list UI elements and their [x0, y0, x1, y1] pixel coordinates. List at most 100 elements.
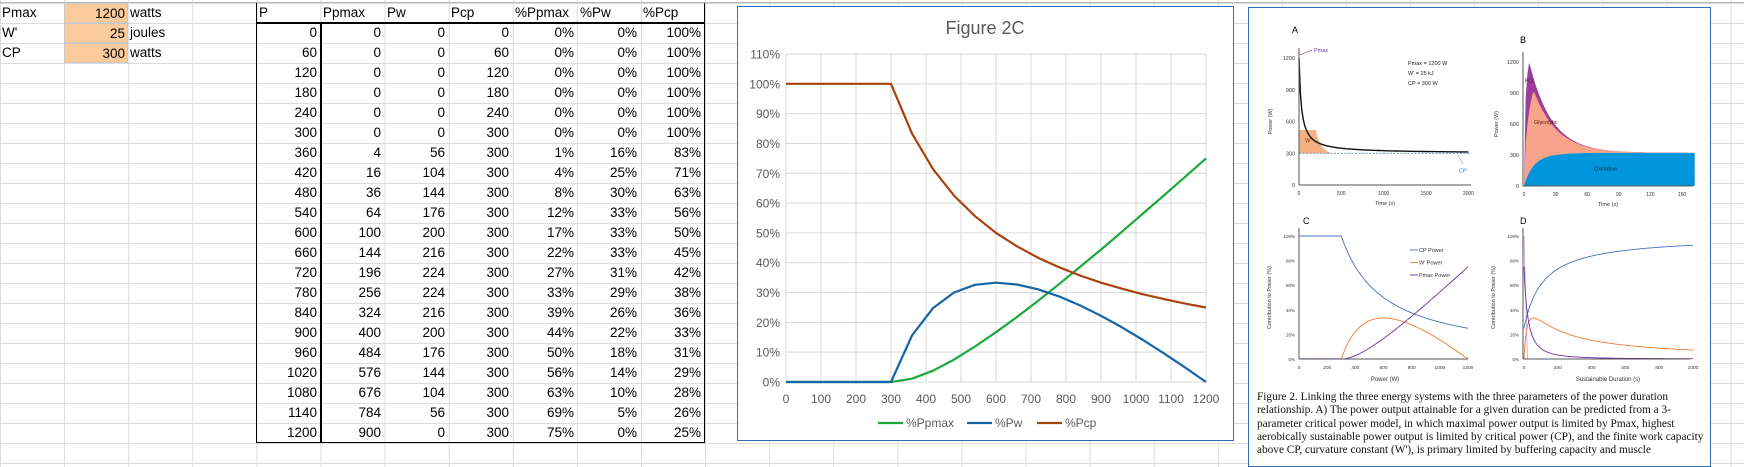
table-cell[interactable]: 56% [546, 365, 574, 380]
table-cell[interactable]: 480 [294, 185, 317, 200]
table-cell[interactable]: 216 [422, 305, 445, 320]
table-cell[interactable]: 0 [373, 45, 381, 60]
column-header[interactable]: Pw [387, 5, 406, 20]
table-cell[interactable]: 25% [609, 165, 637, 180]
param-value-input[interactable]: 300 [64, 43, 128, 63]
table-cell[interactable]: 1200 [286, 425, 317, 440]
table-cell[interactable]: 33% [609, 225, 637, 240]
table-cell[interactable]: 176 [422, 205, 445, 220]
table-cell[interactable]: 420 [294, 165, 317, 180]
table-cell[interactable]: 60 [301, 45, 317, 60]
table-cell[interactable]: 300 [294, 125, 317, 140]
table-cell[interactable]: 400 [358, 325, 381, 340]
table-cell[interactable]: 1% [554, 145, 574, 160]
table-cell[interactable]: 56 [429, 405, 445, 420]
table-cell[interactable]: 100 [358, 225, 381, 240]
table-cell[interactable]: 0% [617, 85, 637, 100]
table-cell[interactable]: 0 [437, 125, 445, 140]
table-cell[interactable]: 0 [437, 425, 445, 440]
table-cell[interactable]: 25% [673, 425, 701, 440]
table-cell[interactable]: 75% [546, 425, 574, 440]
table-cell[interactable]: 0 [437, 45, 445, 60]
table-cell[interactable]: 224 [422, 265, 445, 280]
table-cell[interactable]: 64 [365, 205, 381, 220]
table-cell[interactable]: 600 [294, 225, 317, 240]
table-cell[interactable]: 0 [373, 25, 381, 40]
table-cell[interactable]: 22% [546, 245, 574, 260]
table-cell[interactable]: 784 [358, 405, 381, 420]
table-cell[interactable]: 28% [673, 385, 701, 400]
table-cell[interactable]: 324 [358, 305, 381, 320]
table-cell[interactable]: 1080 [286, 385, 317, 400]
param-label[interactable]: Pmax [2, 5, 37, 20]
table-cell[interactable]: 0% [617, 65, 637, 80]
table-cell[interactable]: 0 [437, 105, 445, 120]
table-cell[interactable]: 300 [486, 245, 509, 260]
table-cell[interactable]: 0% [554, 65, 574, 80]
table-cell[interactable]: 0% [554, 45, 574, 60]
table-cell[interactable]: 63% [673, 185, 701, 200]
table-cell[interactable]: 16 [365, 165, 381, 180]
table-cell[interactable]: 60 [493, 45, 509, 60]
table-cell[interactable]: 300 [486, 185, 509, 200]
table-cell[interactable]: 300 [486, 385, 509, 400]
table-cell[interactable]: 0% [554, 105, 574, 120]
table-cell[interactable]: 660 [294, 245, 317, 260]
table-cell[interactable]: 26% [673, 405, 701, 420]
table-cell[interactable]: 300 [486, 305, 509, 320]
table-cell[interactable]: 540 [294, 205, 317, 220]
column-header[interactable]: %Ppmax [515, 5, 570, 20]
table-cell[interactable]: 33% [609, 245, 637, 260]
figure-2c-chart[interactable]: Figure 2C 0% 10% 20% 30% 40% 50% 60% 70% 80% 90% 10… [737, 6, 1234, 441]
table-cell[interactable]: 780 [294, 285, 317, 300]
table-cell[interactable]: 100% [666, 25, 701, 40]
column-header[interactable]: %Pw [580, 5, 611, 20]
table-cell[interactable]: 69% [546, 405, 574, 420]
table-cell[interactable]: 33% [673, 325, 701, 340]
table-cell[interactable]: 0 [437, 65, 445, 80]
table-cell[interactable]: 29% [609, 285, 637, 300]
table-cell[interactable]: 22% [609, 325, 637, 340]
table-cell[interactable]: 83% [673, 145, 701, 160]
table-cell[interactable]: 300 [486, 325, 509, 340]
table-cell[interactable]: 27% [546, 265, 574, 280]
table-cell[interactable]: 576 [358, 365, 381, 380]
table-cell[interactable]: 0% [554, 85, 574, 100]
table-cell[interactable]: 18% [609, 345, 637, 360]
table-cell[interactable]: 144 [422, 185, 445, 200]
table-cell[interactable]: 840 [294, 305, 317, 320]
table-cell[interactable]: 36 [365, 185, 381, 200]
table-cell[interactable]: 0% [617, 45, 637, 60]
table-cell[interactable]: 104 [422, 165, 445, 180]
table-cell[interactable]: 45% [673, 245, 701, 260]
table-cell[interactable]: 0% [554, 125, 574, 140]
table-cell[interactable]: 71% [673, 165, 701, 180]
table-cell[interactable]: 33% [546, 285, 574, 300]
table-cell[interactable]: 26% [609, 305, 637, 320]
table-cell[interactable]: 240 [486, 105, 509, 120]
table-cell[interactable]: 144 [422, 365, 445, 380]
table-cell[interactable]: 196 [358, 265, 381, 280]
table-cell[interactable]: 39% [546, 305, 574, 320]
table-cell[interactable]: 960 [294, 345, 317, 360]
table-cell[interactable]: 180 [486, 85, 509, 100]
table-cell[interactable]: 224 [422, 285, 445, 300]
column-header[interactable]: %Pcp [643, 5, 679, 20]
table-cell[interactable]: 29% [673, 365, 701, 380]
table-cell[interactable]: 1020 [286, 365, 317, 380]
param-label[interactable]: W' [2, 25, 18, 40]
column-header[interactable]: Ppmax [323, 5, 366, 20]
table-cell[interactable]: 300 [486, 425, 509, 440]
table-cell[interactable]: 44% [546, 325, 574, 340]
table-cell[interactable]: 300 [486, 285, 509, 300]
table-cell[interactable]: 300 [486, 205, 509, 220]
table-cell[interactable]: 0 [309, 25, 317, 40]
table-cell[interactable]: 31% [609, 265, 637, 280]
table-cell[interactable]: 300 [486, 145, 509, 160]
table-cell[interactable]: 360 [294, 145, 317, 160]
table-cell[interactable]: 144 [358, 245, 381, 260]
figure-2-image[interactable]: A W' 0 300 600 900 1200 0 500 1000 1500 2000 Time (s… [1248, 7, 1711, 467]
table-cell[interactable]: 50% [546, 345, 574, 360]
table-cell[interactable]: 0 [437, 25, 445, 40]
table-cell[interactable]: 0% [617, 425, 637, 440]
